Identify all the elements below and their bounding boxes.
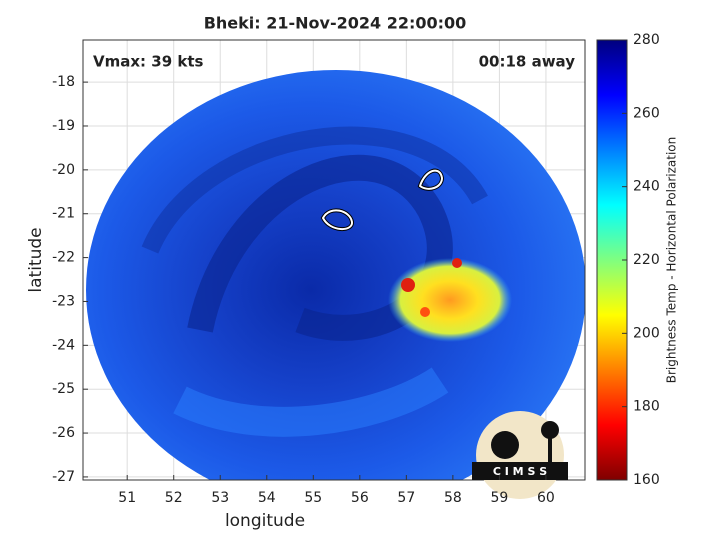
y-tick-label: -21 [52,206,75,222]
y-tick-label: -24 [52,337,75,353]
vmax-label: Vmax: 39 kts [93,53,203,71]
y-axis-label: latitude [26,227,46,292]
colorbar-tick-label: 200 [633,325,660,341]
x-tick-label: 54 [258,490,276,506]
colorbar-tick-label: 280 [633,32,660,48]
title: Bheki: 21-Nov-2024 22:00:00 [204,14,467,33]
colorbar-tick-label: 160 [633,472,660,488]
x-tick-label: 53 [211,490,229,506]
cimss-logo: C I M S S [472,411,568,499]
y-tick-label: -18 [52,74,75,90]
colorbar-tick-label: 220 [633,252,660,268]
y-tick-label: -22 [52,250,75,266]
x-tick-label: 51 [118,490,136,506]
y-tick-label: -25 [52,381,75,397]
time-away-label: 00:18 away [479,53,576,71]
colorbar-label: Brightness Temp - Horizontal Polarizatio… [665,137,679,384]
plot-frame [82,39,586,481]
y-tick-label: -26 [52,425,75,441]
y-tick-label: -19 [52,118,75,134]
colorbar-tick-label: 180 [633,399,660,415]
colorbar-tick-label: 240 [633,179,660,195]
y-tick-label: -23 [52,293,75,309]
x-tick-label: 57 [397,490,415,506]
x-tick-label: 60 [537,490,555,506]
x-tick-label: 55 [304,490,322,506]
y-tick-label: -27 [52,469,75,485]
x-tick-label: 58 [444,490,462,506]
x-tick-label: 59 [490,490,508,506]
x-axis-label: longitude [225,511,305,531]
logo-text: C I M S S [493,465,547,478]
colorbar-tick-label: 260 [633,105,660,121]
swath-image [86,70,585,480]
y-tick-label: -20 [52,162,75,178]
x-tick-label: 56 [351,490,369,506]
x-tick-label: 52 [165,490,183,506]
